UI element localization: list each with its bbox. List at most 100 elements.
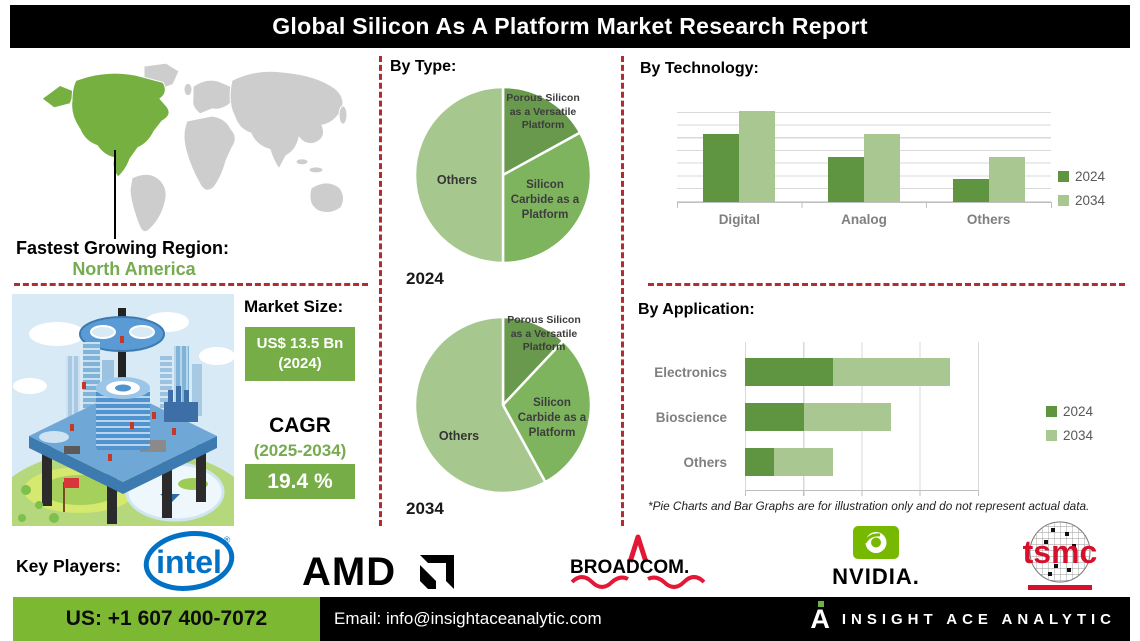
section-title-by-application: By Application:	[638, 301, 755, 318]
legend-swatch-2024	[1046, 406, 1057, 417]
segment-2024-electronics	[745, 358, 833, 386]
region-north-america-alaska	[41, 84, 76, 109]
cloud	[199, 347, 234, 365]
pie-2034-label-others: Others	[438, 429, 480, 443]
continent-asia	[229, 70, 344, 170]
title-bar: Global Silicon As A Platform Market Rese…	[10, 5, 1130, 48]
tsmc-wordmark: tsmc	[1023, 534, 1098, 570]
market-size-label: Market Size:	[244, 297, 344, 316]
bar-2034-analog	[863, 134, 900, 202]
figure	[120, 336, 124, 343]
brand-mark-icon: A	[810, 600, 830, 633]
cagr-value: 19.4 %	[267, 469, 333, 493]
pie-chart-2024: Porous Silicon as a Versatile Platform S…	[412, 84, 594, 266]
pie-2034-label-silicon-carbide: Silicon Carbide as a Platform	[517, 397, 587, 439]
section-title-by-type: By Type:	[390, 58, 457, 75]
divider-horizontal-right	[648, 283, 1125, 286]
intel-logo: intel ®	[143, 531, 235, 591]
pie-2034-year-label: 2034	[406, 499, 444, 518]
segment-2034-others	[774, 448, 833, 476]
section-title-by-technology: By Technology:	[640, 60, 759, 77]
platform-leg	[107, 470, 117, 524]
broadcom-wordmark: BROADCOM.	[570, 557, 689, 578]
legend-swatch-2034	[1046, 430, 1057, 441]
bar-group-others	[952, 156, 1025, 202]
segment-2024-others	[745, 448, 775, 476]
continent-australia	[309, 182, 345, 214]
legend-swatch-2024	[1058, 171, 1069, 182]
footer-email[interactable]: Email: info@insightaceanalytic.com	[334, 609, 602, 628]
legend-label-2024: 2024	[1063, 404, 1094, 419]
pie-2034-svg	[413, 315, 593, 495]
bar-2024-others	[952, 179, 989, 202]
brand-logo: A INSIGHT ACE ANALYTIC	[810, 597, 1116, 641]
helipad-circle	[129, 325, 155, 339]
segment-2034-electronics	[832, 358, 950, 386]
amd-wordmark: AMD	[302, 551, 396, 593]
bar-chart-application	[745, 342, 979, 490]
pie-slice-silicon-carbide-as-a-platform	[501, 339, 593, 484]
cloud	[13, 378, 47, 394]
pie-slice-others	[413, 315, 547, 495]
trees	[18, 485, 59, 523]
legend-item-2024: 2024	[1046, 404, 1093, 419]
pie-2024-label-porous: Porous Silicon as a Versatile Platform	[506, 92, 580, 132]
footer-phone-bar: US: +1 607 400-7072	[13, 597, 320, 641]
bar-2034-others	[988, 156, 1025, 202]
region-north-america	[71, 72, 170, 178]
footer-phone[interactable]: US: +1 607 400-7072	[65, 607, 268, 630]
bar-row-electronics	[745, 358, 979, 386]
page-title: Global Silicon As A Platform Market Rese…	[272, 13, 868, 39]
cagr-period: (2025-2034)	[253, 441, 347, 460]
pie-slice-porous-silicon-as-a-versatile-platform	[501, 315, 565, 407]
intel-wordmark: intel	[156, 544, 222, 580]
market-size-value: US$ 13.5 Bn	[256, 334, 344, 352]
pie-2024-label-silicon-carbide: Silicon Carbide as a Platform	[510, 179, 580, 221]
broadcom-logo: BROADCOM.	[570, 534, 706, 589]
fastest-growing-region-value: North America	[72, 259, 196, 279]
bar-row-others	[745, 448, 979, 476]
bar-chart-technology	[677, 100, 1051, 202]
map-pointer-line	[114, 150, 116, 239]
bar-group-digital	[703, 111, 776, 202]
market-size-year: (2024)	[278, 355, 322, 372]
bar-chart-technology-axis	[677, 202, 1052, 208]
platform-pad	[39, 431, 69, 443]
footer-bar: Email: info@insightaceanalytic.com A INS…	[320, 597, 1130, 641]
nvidia-eye-icon	[853, 526, 899, 559]
bar-chart-technology-categories: Digital Analog Others	[677, 212, 1051, 227]
divider-vertical-right	[621, 56, 624, 526]
island-japan	[338, 105, 348, 125]
bar-2034-digital	[739, 111, 776, 202]
nvidia-logo: NVIDIA.	[832, 526, 919, 589]
field-inner	[42, 475, 118, 505]
legend-label-2024: 2024	[1075, 169, 1106, 184]
segment-2024-bioscience	[745, 403, 804, 431]
platform-leg	[42, 444, 52, 506]
legend-item-2024: 2024	[1058, 169, 1105, 184]
legend-label-2034: 2034	[1063, 428, 1094, 443]
island-uk	[183, 82, 193, 97]
category-label-others: Others	[966, 212, 1011, 227]
world-map	[41, 62, 348, 233]
legend-technology: 2024 2034	[1058, 169, 1105, 208]
amd-arrow-icon	[420, 555, 454, 589]
legend-swatch-2034	[1058, 195, 1069, 206]
pie-2024-svg	[413, 85, 593, 265]
pie-slice-silicon-carbide-as-a-platform	[501, 131, 593, 265]
broadcom-wave-left	[570, 575, 629, 589]
bar-row-bioscience	[745, 403, 979, 431]
cagr-label: CAGR	[269, 414, 331, 437]
bar-group-analog	[827, 134, 900, 202]
server-block	[64, 446, 80, 454]
continent-south-america	[129, 173, 167, 233]
bar-2024-digital	[703, 134, 740, 202]
pie-2024-label-others: Others	[436, 173, 478, 187]
legend-item-2034: 2034	[1046, 428, 1093, 443]
figures	[70, 382, 176, 461]
pie-2024-year-label: 2024	[406, 269, 444, 288]
continent-africa	[183, 115, 236, 191]
amd-logo: AMD	[302, 551, 454, 593]
cloud	[29, 322, 85, 346]
